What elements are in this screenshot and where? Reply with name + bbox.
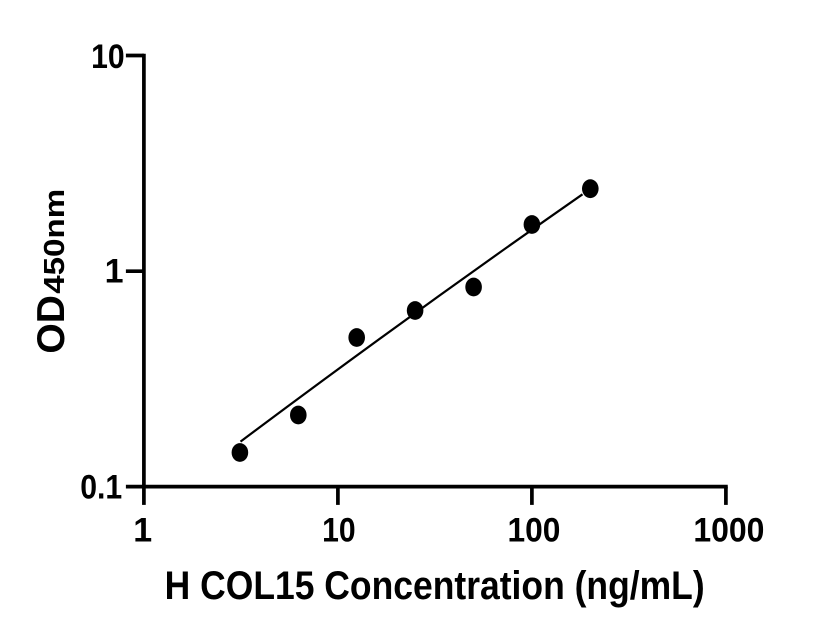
svg-text:1000: 1000: [693, 512, 764, 550]
svg-text:450nm: 450nm: [39, 189, 71, 294]
svg-text:10: 10: [91, 38, 125, 76]
svg-text:1: 1: [105, 253, 124, 291]
svg-text:10: 10: [322, 512, 356, 550]
svg-text:OD: OD: [30, 295, 73, 354]
svg-text:H COL15 Concentration (ng/mL): H COL15 Concentration (ng/mL): [165, 564, 705, 608]
svg-text:100: 100: [507, 512, 560, 550]
svg-text:0.1: 0.1: [80, 468, 122, 506]
svg-text:1: 1: [133, 512, 152, 550]
